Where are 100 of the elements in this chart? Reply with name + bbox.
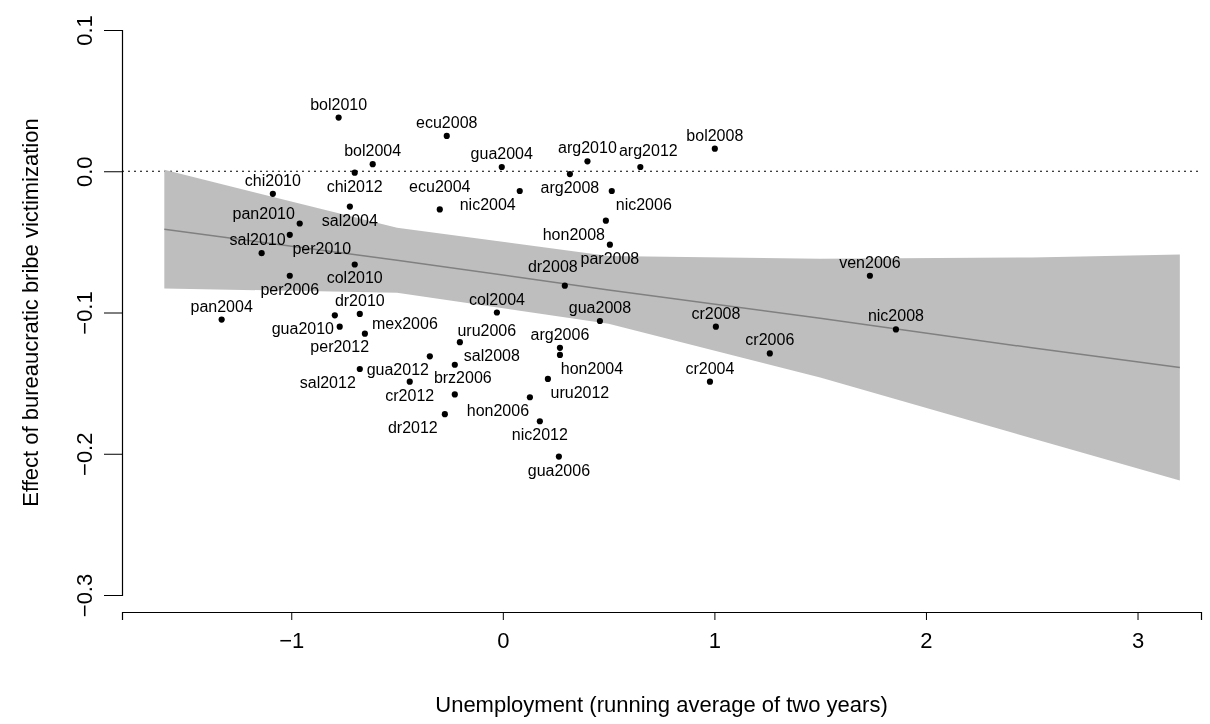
point xyxy=(555,453,562,460)
point xyxy=(556,351,564,358)
point xyxy=(493,309,500,316)
data-label: sal2012 xyxy=(299,374,356,391)
data-label: arg2008 xyxy=(540,179,600,197)
y-axis-title: Effect of bureaucratic bribe victimization xyxy=(18,118,43,507)
data-label: sal2010 xyxy=(229,231,286,249)
x-tick-label: −1 xyxy=(279,627,305,653)
y-tick-label: 0.0 xyxy=(72,156,97,188)
point xyxy=(456,339,463,346)
data-label: par2008 xyxy=(580,249,640,267)
data-label: sal2004 xyxy=(321,211,378,229)
point xyxy=(356,365,363,373)
data-label: uru2006 xyxy=(457,321,517,339)
data-label: hon2008 xyxy=(542,225,606,243)
point xyxy=(331,312,338,319)
data-label: per2012 xyxy=(310,337,370,355)
point xyxy=(286,231,293,238)
data-label: gua2004 xyxy=(470,145,534,163)
point xyxy=(526,394,533,401)
data-label: ecu2008 xyxy=(416,113,478,131)
data-label: gua2006 xyxy=(527,461,591,479)
data-label: nic2004 xyxy=(459,196,516,214)
data-label: hon2004 xyxy=(560,359,624,377)
data-label: brz2006 xyxy=(433,369,492,387)
data-label: uru2012 xyxy=(550,383,610,401)
data-label: dr2008 xyxy=(527,257,578,275)
point xyxy=(346,203,353,210)
x-tick-label: 1 xyxy=(708,627,722,653)
data-label: mex2006 xyxy=(371,314,438,332)
point xyxy=(361,330,368,337)
point xyxy=(536,418,543,425)
point xyxy=(451,391,458,398)
data-label: col2010 xyxy=(326,269,383,287)
data-label: bol2004 xyxy=(344,142,402,160)
point xyxy=(584,158,591,165)
data-label: chi2010 xyxy=(244,171,301,189)
point xyxy=(892,326,900,333)
point xyxy=(766,350,773,357)
point xyxy=(706,378,714,385)
data-label: cr2008 xyxy=(691,304,741,322)
data-label: per2010 xyxy=(292,239,352,257)
data-label: ecu2004 xyxy=(409,178,471,196)
point xyxy=(606,241,613,248)
y-tick-label: 0.1 xyxy=(72,15,97,46)
point xyxy=(544,375,551,382)
data-label: cr2004 xyxy=(685,359,735,377)
data-label: hon2006 xyxy=(466,402,530,420)
data-label: arg2006 xyxy=(530,325,590,343)
point xyxy=(296,220,303,227)
point xyxy=(436,206,443,213)
data-label: pan2004 xyxy=(190,297,253,315)
point xyxy=(711,145,718,152)
point xyxy=(866,272,873,279)
data-label: ven2006 xyxy=(839,253,901,271)
data-label: bol2010 xyxy=(310,95,368,113)
data-label: col2004 xyxy=(468,290,526,308)
data-label: gua2008 xyxy=(568,298,632,316)
point xyxy=(443,132,450,140)
point xyxy=(566,170,573,178)
data-label: per2006 xyxy=(260,280,320,298)
x-tick-label: 2 xyxy=(920,627,933,653)
data-label: pan2010 xyxy=(232,204,295,222)
point xyxy=(356,310,363,317)
data-label: chi2012 xyxy=(326,177,383,195)
point xyxy=(441,411,448,418)
point xyxy=(369,161,376,168)
x-tick-label: 3 xyxy=(1131,627,1145,653)
point xyxy=(608,187,615,195)
data-label: nic2006 xyxy=(615,196,672,214)
point xyxy=(258,250,265,257)
y-tick-label: −0.1 xyxy=(72,291,97,335)
point xyxy=(269,190,276,197)
data-label: dr2012 xyxy=(387,419,438,437)
data-label: gua2012 xyxy=(366,361,430,379)
point xyxy=(426,353,433,360)
data-label: gua2010 xyxy=(271,320,335,338)
point xyxy=(351,261,358,268)
data-label: cr2012 xyxy=(385,386,435,404)
point xyxy=(336,323,343,330)
point xyxy=(498,163,505,171)
point xyxy=(335,114,342,121)
point xyxy=(451,361,458,368)
y-tick-label: −0.2 xyxy=(72,432,97,476)
point xyxy=(516,187,523,195)
data-label: arg2010 xyxy=(558,139,617,157)
point xyxy=(218,316,225,323)
data-label: nic2008 xyxy=(867,307,925,325)
point xyxy=(556,344,564,351)
x-axis-title: Unemployment (running average of two years) xyxy=(435,692,888,717)
point xyxy=(406,378,413,385)
data-label: arg2012 xyxy=(618,142,678,160)
data-label: sal2008 xyxy=(463,347,520,365)
data-label: cr2006 xyxy=(745,331,795,349)
x-tick-label: 0 xyxy=(497,627,510,653)
y-tick-label: −0.3 xyxy=(72,573,97,618)
point xyxy=(637,163,644,171)
point xyxy=(596,317,604,325)
point xyxy=(286,272,293,279)
data-label: nic2012 xyxy=(511,426,568,444)
